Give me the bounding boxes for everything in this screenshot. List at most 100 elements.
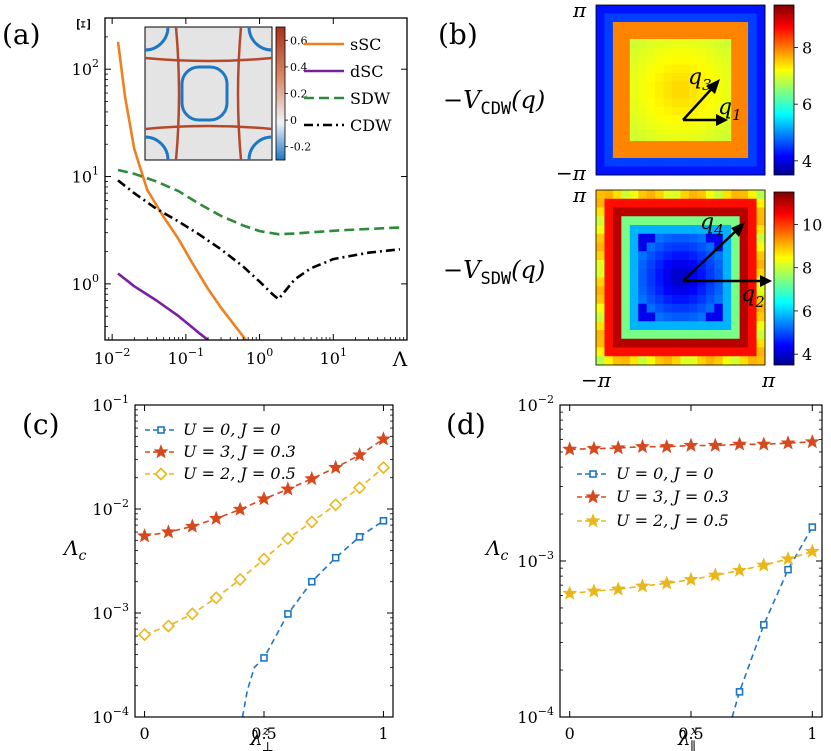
heatmap-cell [621,207,631,217]
heatmap-cell [756,149,766,159]
heatmap-cell [604,251,614,261]
heatmap-cell [596,268,605,278]
heatmap-cell [612,277,622,287]
heatmap-cell [756,295,766,305]
heatmap-cell [722,347,732,357]
heatmap-cdw-label: −VCDW(q) [443,86,545,119]
heatmap-cell [697,330,707,340]
series-2-marker [328,459,344,474]
heatmap-cell [680,22,690,31]
heatmap-cell [638,115,648,125]
heatmap-cell [604,141,614,150]
heatmap-cell [756,242,766,252]
heatmap-cell [663,64,673,74]
heatmap-cell [621,216,631,226]
heatmap-cell [655,260,664,270]
heatmap-cell [688,251,698,261]
heatmap-cell [604,158,614,167]
heatmap-cell [629,124,639,133]
heatmap-cell [680,158,690,167]
heatmap-cell [756,233,766,243]
heatmap-cell [739,260,749,270]
heatmap-cell [604,124,614,133]
heatmap-cell [672,242,681,252]
heatmap-cell [655,338,664,348]
heatmap-cell [621,141,631,150]
legend-c-marker-2 [153,444,169,459]
heatmap-cell [596,198,605,208]
heatmap-cell [621,356,631,366]
inset-cbar-tick-label: 0.2 [290,88,308,101]
heatmap-cell [680,107,690,116]
heatmap-cdw-colorbar [773,4,795,176]
heatmap-cell [596,22,605,31]
a-ytick-label: 102 [72,57,99,79]
heatmap-cell [621,347,631,357]
heatmap-cell [722,251,732,261]
heatmap-cell [731,166,741,176]
heatmap-cell [697,216,707,226]
heatmap-cell [680,216,690,226]
heatmap-cell [705,56,715,65]
heatmap-cell [748,312,757,322]
heatmap-cell [756,321,766,331]
heatmap-cell [731,251,741,261]
heatmap-cell [646,141,656,150]
heatmap-cell [596,303,605,313]
heatmap-cell [655,5,664,14]
heatmap-cell [697,13,707,23]
heatmap-cell [646,90,656,99]
heatmap-cell [638,260,648,270]
heatmap-cell [688,30,698,40]
heatmap-cell [756,73,766,82]
heatmap-cell [604,166,614,176]
heatmap-cell [705,303,715,313]
heatmap-cell [697,198,707,208]
heatmap-cell [739,321,749,331]
heatmap-cell [688,207,698,217]
heatmap-cell [714,132,724,142]
heatmap-cell [748,225,757,235]
heatmap-cell [697,347,707,357]
heatmap-cell [663,166,673,176]
heatmap-cell [612,242,622,252]
heatmap-cell [739,251,749,261]
heatmap-cell [731,330,741,340]
heatmap-cell [680,233,690,243]
heatmap-cell [705,5,715,14]
heatmap-cell [655,98,664,108]
series-3-marker [683,571,699,586]
heatmap-cell [748,321,757,331]
heatmap-cell [756,356,766,366]
heatmap-cell [722,64,732,74]
heatmap-cell [646,260,656,270]
heatmap-cell [722,295,732,305]
heatmap-cell [596,132,605,142]
heatmap-cdw-bottom-label: −π [556,161,587,185]
heatmap-cell [663,47,673,57]
panel-a-ylabel: Ξ [74,18,95,31]
heatmap-cell [748,22,757,31]
heatmap-cell [748,158,757,167]
series-3-marker [257,552,271,566]
heatmap-cell [714,233,724,243]
heatmap-cell [672,56,681,65]
heatmap-cell [739,207,749,217]
heatmap-cell [697,356,707,366]
series-2-marker [232,501,248,516]
heatmap-cell [688,90,698,99]
heatmap-cell [672,286,681,296]
heatmap-cell [663,277,673,287]
heatmap-cell [731,13,741,23]
heatmap-cell [655,149,664,159]
heatmap-cell [739,64,749,74]
heatmap-cell [731,207,741,217]
heatmap-cell [688,286,698,296]
heatmap-cell [714,149,724,159]
heatmap-cell [596,158,605,167]
heatmap-cell [705,132,715,142]
heatmap-cell [612,303,622,313]
heatmap-cell [655,13,664,23]
heatmap-cell [748,330,757,340]
heatmap-cell [672,303,681,313]
